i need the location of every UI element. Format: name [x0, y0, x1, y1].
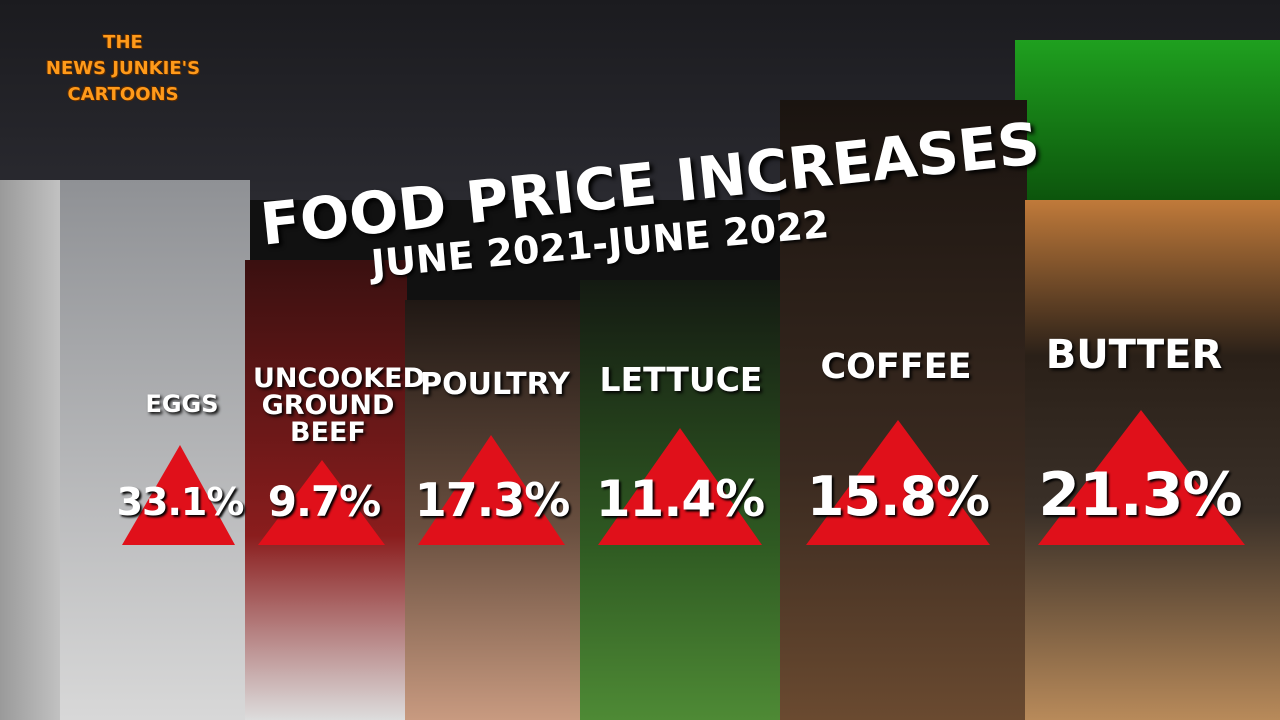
watermark-line: CARTOONS	[67, 84, 179, 105]
item-value: 11.4%	[595, 470, 765, 528]
item-label: UNCOOKED GROUND BEEF	[253, 363, 426, 448]
item-value: 21.3%	[1038, 460, 1242, 530]
item-value: 17.3%	[414, 473, 571, 527]
up-triangle	[1038, 410, 1245, 545]
watermark: THE NEWS JUNKIE'S CARTOONS	[3, 30, 243, 108]
up-triangle	[122, 445, 235, 545]
eggs-panel	[60, 180, 250, 720]
up-triangle	[598, 428, 762, 545]
item-label: POULTRY	[420, 367, 570, 402]
watermark-line: NEWS JUNKIE'S	[45, 58, 201, 79]
up-triangle	[258, 460, 385, 545]
item-label: LETTUCE	[599, 360, 763, 399]
item-value: 9.7%	[267, 477, 381, 526]
item-label: COFFEE	[820, 347, 972, 387]
green-light	[1015, 40, 1280, 210]
item-label: EGGS	[145, 390, 219, 418]
item-value: 33.1%	[116, 480, 245, 524]
coffee-panel	[780, 100, 1027, 720]
item-value: 15.8%	[806, 465, 990, 528]
watermark-line: THE	[103, 32, 143, 53]
studio-wall	[0, 180, 70, 720]
item-label: BUTTER	[1045, 332, 1223, 378]
up-triangle	[806, 420, 990, 545]
up-triangle	[418, 435, 565, 545]
